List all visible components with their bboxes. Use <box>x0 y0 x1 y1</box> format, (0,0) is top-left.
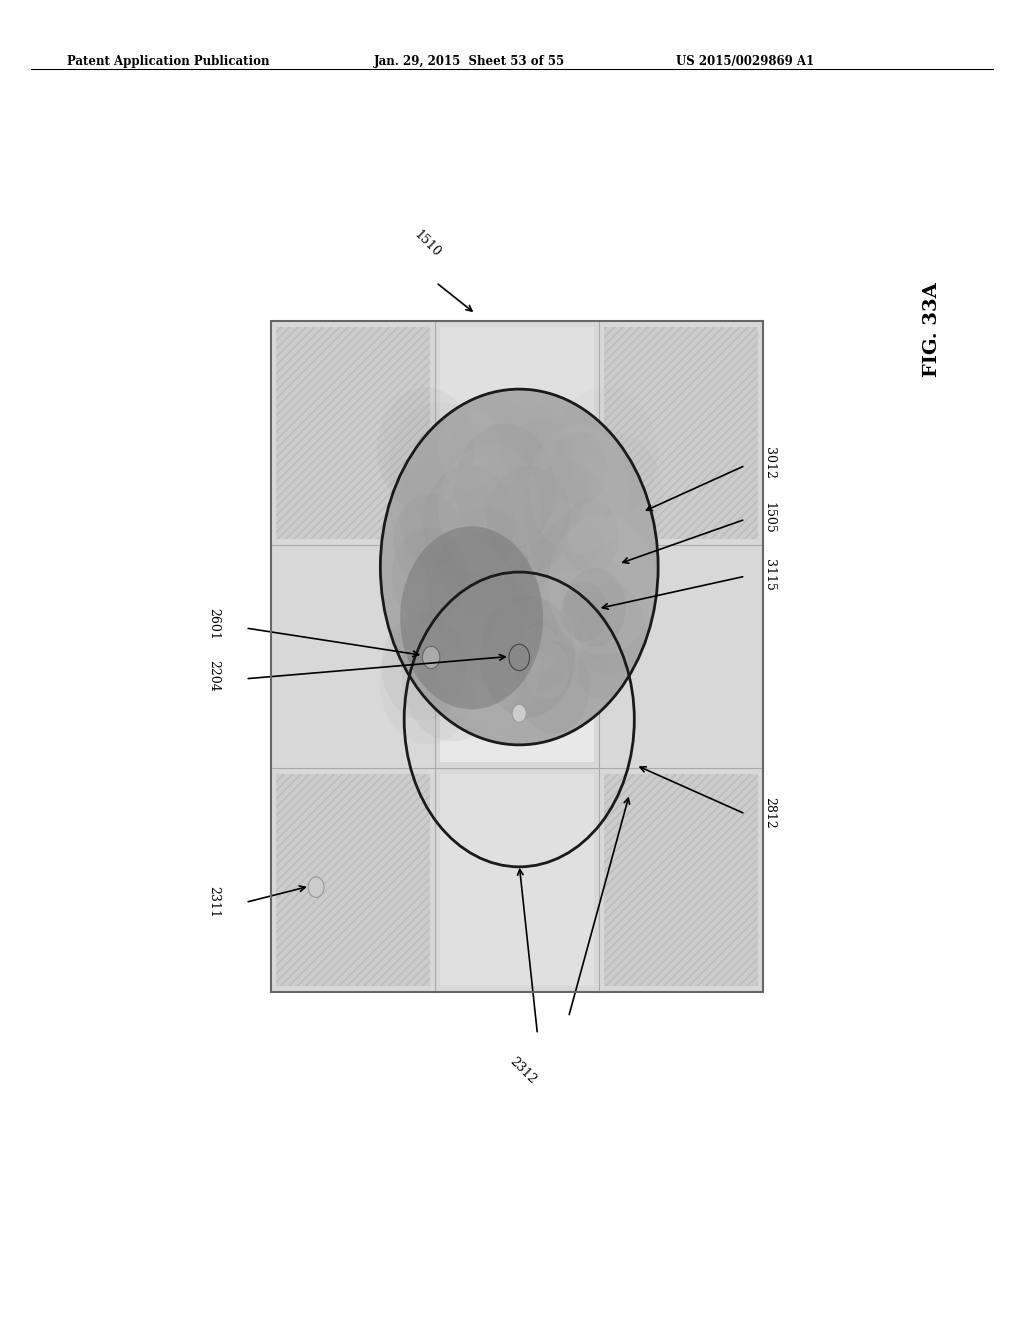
Circle shape <box>573 583 645 675</box>
Circle shape <box>517 642 590 734</box>
Circle shape <box>393 494 465 586</box>
Bar <box>275 775 430 986</box>
Text: FIG. 33A: FIG. 33A <box>923 282 941 378</box>
Text: Patent Application Publication: Patent Application Publication <box>67 55 269 69</box>
Circle shape <box>425 531 516 648</box>
Circle shape <box>548 515 656 655</box>
Circle shape <box>391 528 466 623</box>
Circle shape <box>487 466 570 573</box>
Circle shape <box>577 605 621 660</box>
Circle shape <box>402 612 503 742</box>
Bar <box>270 321 763 991</box>
Circle shape <box>453 482 535 586</box>
Text: 3115: 3115 <box>763 560 776 591</box>
Circle shape <box>512 704 526 722</box>
Bar <box>603 775 758 986</box>
Bar <box>270 321 763 991</box>
Text: 1505: 1505 <box>763 503 776 535</box>
Circle shape <box>522 462 610 574</box>
Circle shape <box>568 462 614 521</box>
Circle shape <box>455 424 555 552</box>
Circle shape <box>538 516 615 616</box>
Circle shape <box>308 876 324 898</box>
Circle shape <box>521 626 559 673</box>
Circle shape <box>545 475 583 524</box>
Bar <box>439 327 594 539</box>
Bar <box>275 550 430 762</box>
Circle shape <box>388 403 492 535</box>
Circle shape <box>530 525 569 576</box>
Circle shape <box>478 440 561 546</box>
Circle shape <box>529 425 630 554</box>
Circle shape <box>480 595 575 718</box>
Circle shape <box>520 417 563 473</box>
Bar <box>603 775 758 986</box>
Bar <box>439 550 594 762</box>
Text: 2312: 2312 <box>507 1055 539 1086</box>
Circle shape <box>377 387 475 512</box>
Circle shape <box>430 532 529 659</box>
Circle shape <box>512 440 588 536</box>
Circle shape <box>559 590 599 642</box>
Circle shape <box>426 583 531 719</box>
Circle shape <box>509 644 529 671</box>
Circle shape <box>486 403 573 513</box>
Circle shape <box>428 546 463 590</box>
Bar <box>603 327 758 539</box>
Circle shape <box>450 397 540 512</box>
Circle shape <box>444 457 526 562</box>
Circle shape <box>524 642 569 700</box>
Circle shape <box>485 519 551 603</box>
Circle shape <box>438 445 542 577</box>
Circle shape <box>546 601 580 643</box>
Circle shape <box>421 569 495 663</box>
Circle shape <box>557 430 664 566</box>
Circle shape <box>441 507 528 618</box>
Text: 3012: 3012 <box>763 447 776 479</box>
Circle shape <box>514 568 588 660</box>
Text: 2601: 2601 <box>207 609 220 640</box>
Circle shape <box>553 387 657 521</box>
Circle shape <box>551 432 607 504</box>
Circle shape <box>556 622 588 663</box>
Text: 2311: 2311 <box>207 887 220 919</box>
Circle shape <box>423 552 514 669</box>
Bar <box>603 327 758 539</box>
Circle shape <box>423 465 515 583</box>
Circle shape <box>425 479 487 560</box>
Text: 2204: 2204 <box>207 660 220 692</box>
Circle shape <box>561 582 607 642</box>
Circle shape <box>561 499 618 573</box>
Circle shape <box>482 610 524 663</box>
Bar <box>275 327 430 539</box>
Bar <box>275 327 430 539</box>
Circle shape <box>380 389 658 744</box>
Text: 1510: 1510 <box>412 228 443 260</box>
Circle shape <box>564 568 626 647</box>
Circle shape <box>438 409 501 490</box>
Circle shape <box>513 622 568 692</box>
Circle shape <box>578 639 625 700</box>
Circle shape <box>436 595 541 730</box>
Text: US 2015/0029869 A1: US 2015/0029869 A1 <box>676 55 814 69</box>
Circle shape <box>400 527 543 709</box>
Circle shape <box>539 595 611 688</box>
Circle shape <box>380 620 476 744</box>
Circle shape <box>423 647 440 669</box>
Bar <box>275 775 430 986</box>
Text: 2812: 2812 <box>763 797 776 829</box>
Bar <box>603 550 758 762</box>
Circle shape <box>382 612 466 721</box>
Circle shape <box>399 455 492 573</box>
Circle shape <box>499 469 548 531</box>
Circle shape <box>449 561 547 686</box>
Text: Jan. 29, 2015  Sheet 53 of 55: Jan. 29, 2015 Sheet 53 of 55 <box>374 55 565 69</box>
Circle shape <box>399 496 457 569</box>
Bar <box>439 775 594 986</box>
